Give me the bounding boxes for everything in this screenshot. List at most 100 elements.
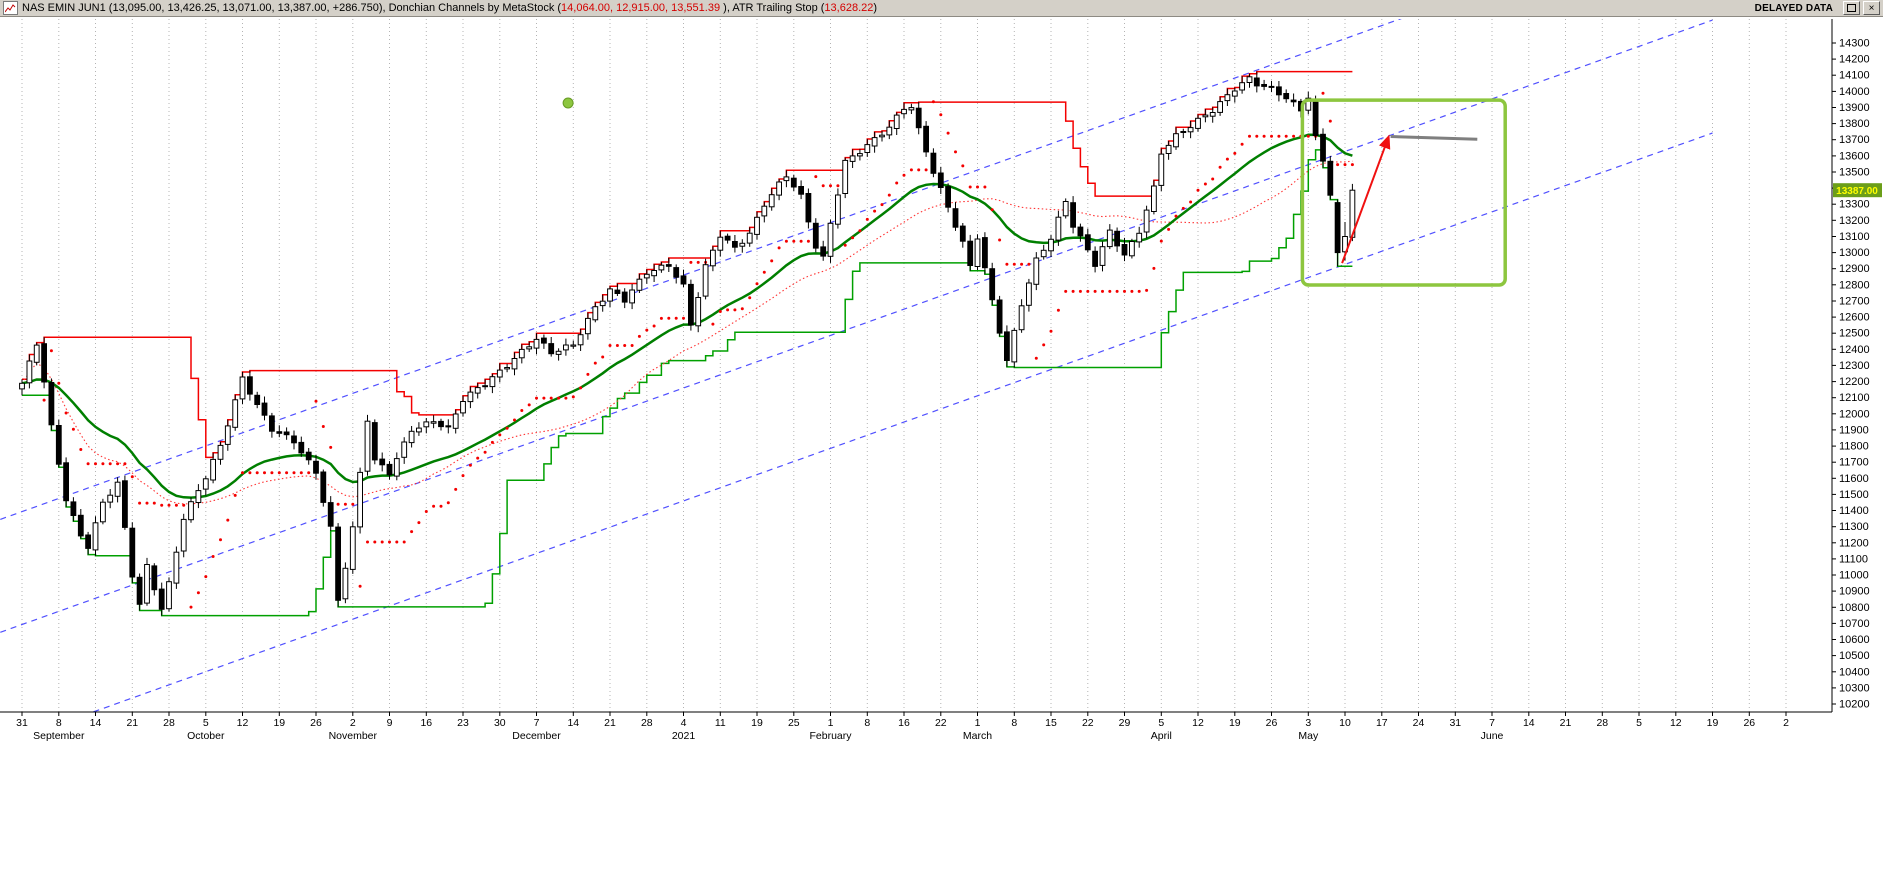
title-text-part: 14,064.00, 12,915.00, 13,551.39 [561,2,721,14]
x-axis-week-label: 19 [751,717,763,729]
x-axis-week-label: 19 [1229,717,1241,729]
green-dot-annotation [562,97,574,109]
trendline [0,19,1713,634]
y-axis-label: 11400 [1839,505,1869,517]
restore-button[interactable] [1843,1,1860,15]
drawn-annotations[interactable] [562,97,1507,287]
y-axis-label: 10300 [1839,682,1870,694]
titlebar-controls: DELAYED DATA × [1755,1,1880,15]
x-axis-week-label: 8 [56,717,62,729]
chart-window-titlebar[interactable]: NAS EMIN JUN1 (13,095.00, 13,426.25, 13,… [0,0,1883,17]
x-axis-week-label: 2 [1783,717,1789,729]
y-axis-label: 11800 [1839,441,1869,453]
y-axis-label: 13700 [1839,134,1870,146]
x-axis-week-label: 22 [1082,717,1094,729]
chart-window-title: NAS EMIN JUN1 (13,095.00, 13,426.25, 13,… [22,2,877,14]
x-axis-week-label: 16 [420,717,432,729]
y-axis-label: 13300 [1839,199,1870,211]
y-axis-label: 13100 [1839,231,1870,243]
y-axis-label: 11200 [1839,537,1869,549]
x-axis-week-label: 28 [641,717,653,729]
x-axis-month-label: September [33,730,85,742]
x-axis-week-label: 3 [1305,717,1311,729]
title-text-part: 13,628.22 [824,2,874,14]
x-axis-week-label: 17 [1376,717,1388,729]
x-axis-week-label: 1 [828,717,834,729]
donchian-lower-line [22,149,1353,617]
close-button[interactable]: × [1863,1,1880,15]
y-axis-label: 11700 [1839,457,1869,469]
y-axis-label: 12600 [1839,312,1870,324]
trendline [91,132,1713,712]
y-axis-label: 12700 [1839,296,1870,308]
x-axis-month-label: October [187,730,225,742]
x-axis-week-label: 29 [1119,717,1131,729]
x-axis-week-label: 14 [567,717,579,729]
y-axis-label: 10800 [1839,602,1870,614]
y-axis-label: 11000 [1839,570,1869,582]
y-axis-label: 10900 [1839,586,1870,598]
x-axis-week-label: 22 [935,717,947,729]
x-axis-week-label: 30 [494,717,506,729]
x-axis-month-label: November [329,730,378,742]
x-axis-week-label: 24 [1413,717,1425,729]
title-text-part: ), ATR Trailing Stop ( [720,2,825,14]
x-axis-week-label: 31 [16,717,28,729]
x-axis-week-label: 5 [1636,717,1642,729]
chart-canvas[interactable]: 10200 10300 10400 10500 10600 10700 10800 10900… [0,17,1883,887]
y-axis-label: 10500 [1839,650,1870,662]
x-axis-week-label: 26 [310,717,322,729]
x-axis-week-label: 14 [90,717,102,729]
x-axis-week-label: 4 [681,717,687,729]
x-axis-week-label: 14 [1523,717,1535,729]
y-axis-label: 13900 [1839,102,1870,114]
x-axis-month-label: December [512,730,561,742]
y-axis-label: 13000 [1839,247,1870,259]
y-axis-label: 12100 [1839,392,1870,404]
up-arrow-annotation [1341,134,1391,264]
x-axis-week-label: 12 [1192,717,1204,729]
target-line-annotation [1390,135,1478,141]
atr-trailing-stop-dots [42,91,1354,609]
x-axis-week-label: 21 [126,717,138,729]
x-axis-week-label: 10 [1339,717,1351,729]
x-axis-week-label: 7 [1489,717,1495,729]
x-axis-week-label: 11 [715,717,726,729]
y-axis-label: 13200 [1839,215,1870,227]
y-axis-label: 10200 [1839,699,1870,711]
x-axis-week-label: 21 [604,717,616,729]
y-axis-label: 14100 [1839,70,1870,82]
last-price-tag [1833,183,1882,198]
x-axis-week-label: 5 [203,717,209,729]
y-axis-label: 11300 [1839,521,1869,533]
x-axis-week-label: 16 [898,717,910,729]
x-axis-week-label: 9 [387,717,393,729]
mini-chart-glyph [5,3,16,12]
y-axis-label: 13800 [1839,118,1870,130]
y-axis-label: 14200 [1839,54,1870,66]
x-axis-month-label: June [1481,730,1504,742]
grid-layer [21,19,1787,712]
axes-layer[interactable]: 10200 10300 10400 10500 10600 10700 10800 10900… [0,19,1882,742]
x-axis-week-label: 12 [1670,717,1682,729]
last-price-tag-value: 13387.00 [1836,186,1878,197]
y-axis-label: 12200 [1839,376,1870,388]
title-text-part: ) [873,2,878,14]
x-axis-week-label: 5 [1158,717,1164,729]
x-axis-week-label: 8 [864,717,870,729]
x-axis-week-label: 26 [1266,717,1278,729]
donchian-layer [22,70,1353,617]
y-axis-label: 13500 [1839,167,1870,179]
chart-window-icon [3,1,18,15]
x-axis-week-label: 25 [788,717,800,729]
x-axis-month-label: March [963,730,992,742]
x-axis-month-label: April [1151,730,1172,742]
x-axis-week-label: 19 [1707,717,1719,729]
x-axis-week-label: 28 [1596,717,1608,729]
x-axis-week-label: 8 [1011,717,1017,729]
red-dotted-ma-line [21,160,1353,505]
x-axis-week-label: 12 [237,717,249,729]
y-axis-label: 13600 [1839,150,1870,162]
x-axis-week-label: 19 [273,717,285,729]
price-candles [19,71,1356,616]
